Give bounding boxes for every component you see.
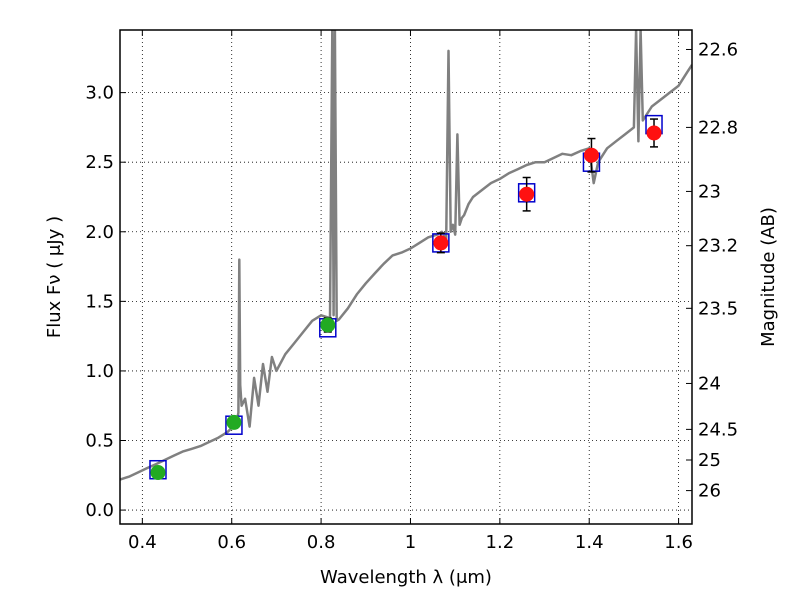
x-tick-label: 1.2 <box>486 532 515 553</box>
y-tick-label: 1.5 <box>85 291 114 312</box>
y-axis-ticks: 0.0 0.5 1.0 1.5 2.0 2.5 3.0 <box>85 83 126 521</box>
observed-data-point <box>646 125 662 141</box>
observed-data-point <box>433 235 449 251</box>
observed-data-point <box>320 317 336 333</box>
y-tick-label: 2.0 <box>85 222 114 243</box>
observed-data-point <box>583 147 599 163</box>
y-tick-label: 0.0 <box>85 500 114 521</box>
y-tick-label: 2.5 <box>85 152 114 173</box>
magnitude-tick-label: 23.5 <box>698 298 738 319</box>
magnitude-tick-label: 24 <box>698 373 721 394</box>
magnitude-tick-label: 24.5 <box>698 419 738 440</box>
magnitude-axis-ticks: 22.6 22.8 23 23.2 23.5 24 24.5 25 26 <box>686 39 738 502</box>
magnitude-tick-label: 23.2 <box>698 236 738 257</box>
magnitude-tick-label: 25 <box>698 450 721 471</box>
x-tick-label: 1 <box>405 532 416 553</box>
x-tick-label: 1.4 <box>575 532 604 553</box>
x-tick-label: 1.6 <box>664 532 693 553</box>
y-axis-label: Flux Fν ( μJy ) <box>44 216 65 338</box>
magnitude-tick-label: 23 <box>698 181 721 202</box>
x-tick-label: 0.8 <box>307 532 336 553</box>
x-axis-ticks: 0.4 0.6 0.8 1 1.2 1.4 1.6 <box>128 30 693 553</box>
plot-frame <box>119 29 693 525</box>
observed-data-point <box>226 414 242 430</box>
observed-data-point <box>519 186 535 202</box>
observed-data-point <box>150 465 166 481</box>
magnitude-tick-label: 26 <box>698 481 721 502</box>
magnitude-tick-label: 22.6 <box>698 39 738 60</box>
y-tick-label: 1.0 <box>85 361 114 382</box>
grid <box>120 30 692 524</box>
y-tick-label: 0.5 <box>85 431 114 452</box>
y-axis-right-label: Magnitude (AB) <box>758 207 779 347</box>
x-tick-label: 0.4 <box>128 532 157 553</box>
y-tick-label: 3.0 <box>85 83 114 104</box>
series-layer <box>120 30 692 481</box>
x-axis-label: Wavelength λ (μm) <box>320 567 492 588</box>
plot-area <box>120 30 692 524</box>
spectrum-line <box>120 30 692 481</box>
magnitude-tick-label: 22.8 <box>698 117 738 138</box>
x-tick-label: 0.6 <box>217 532 246 553</box>
